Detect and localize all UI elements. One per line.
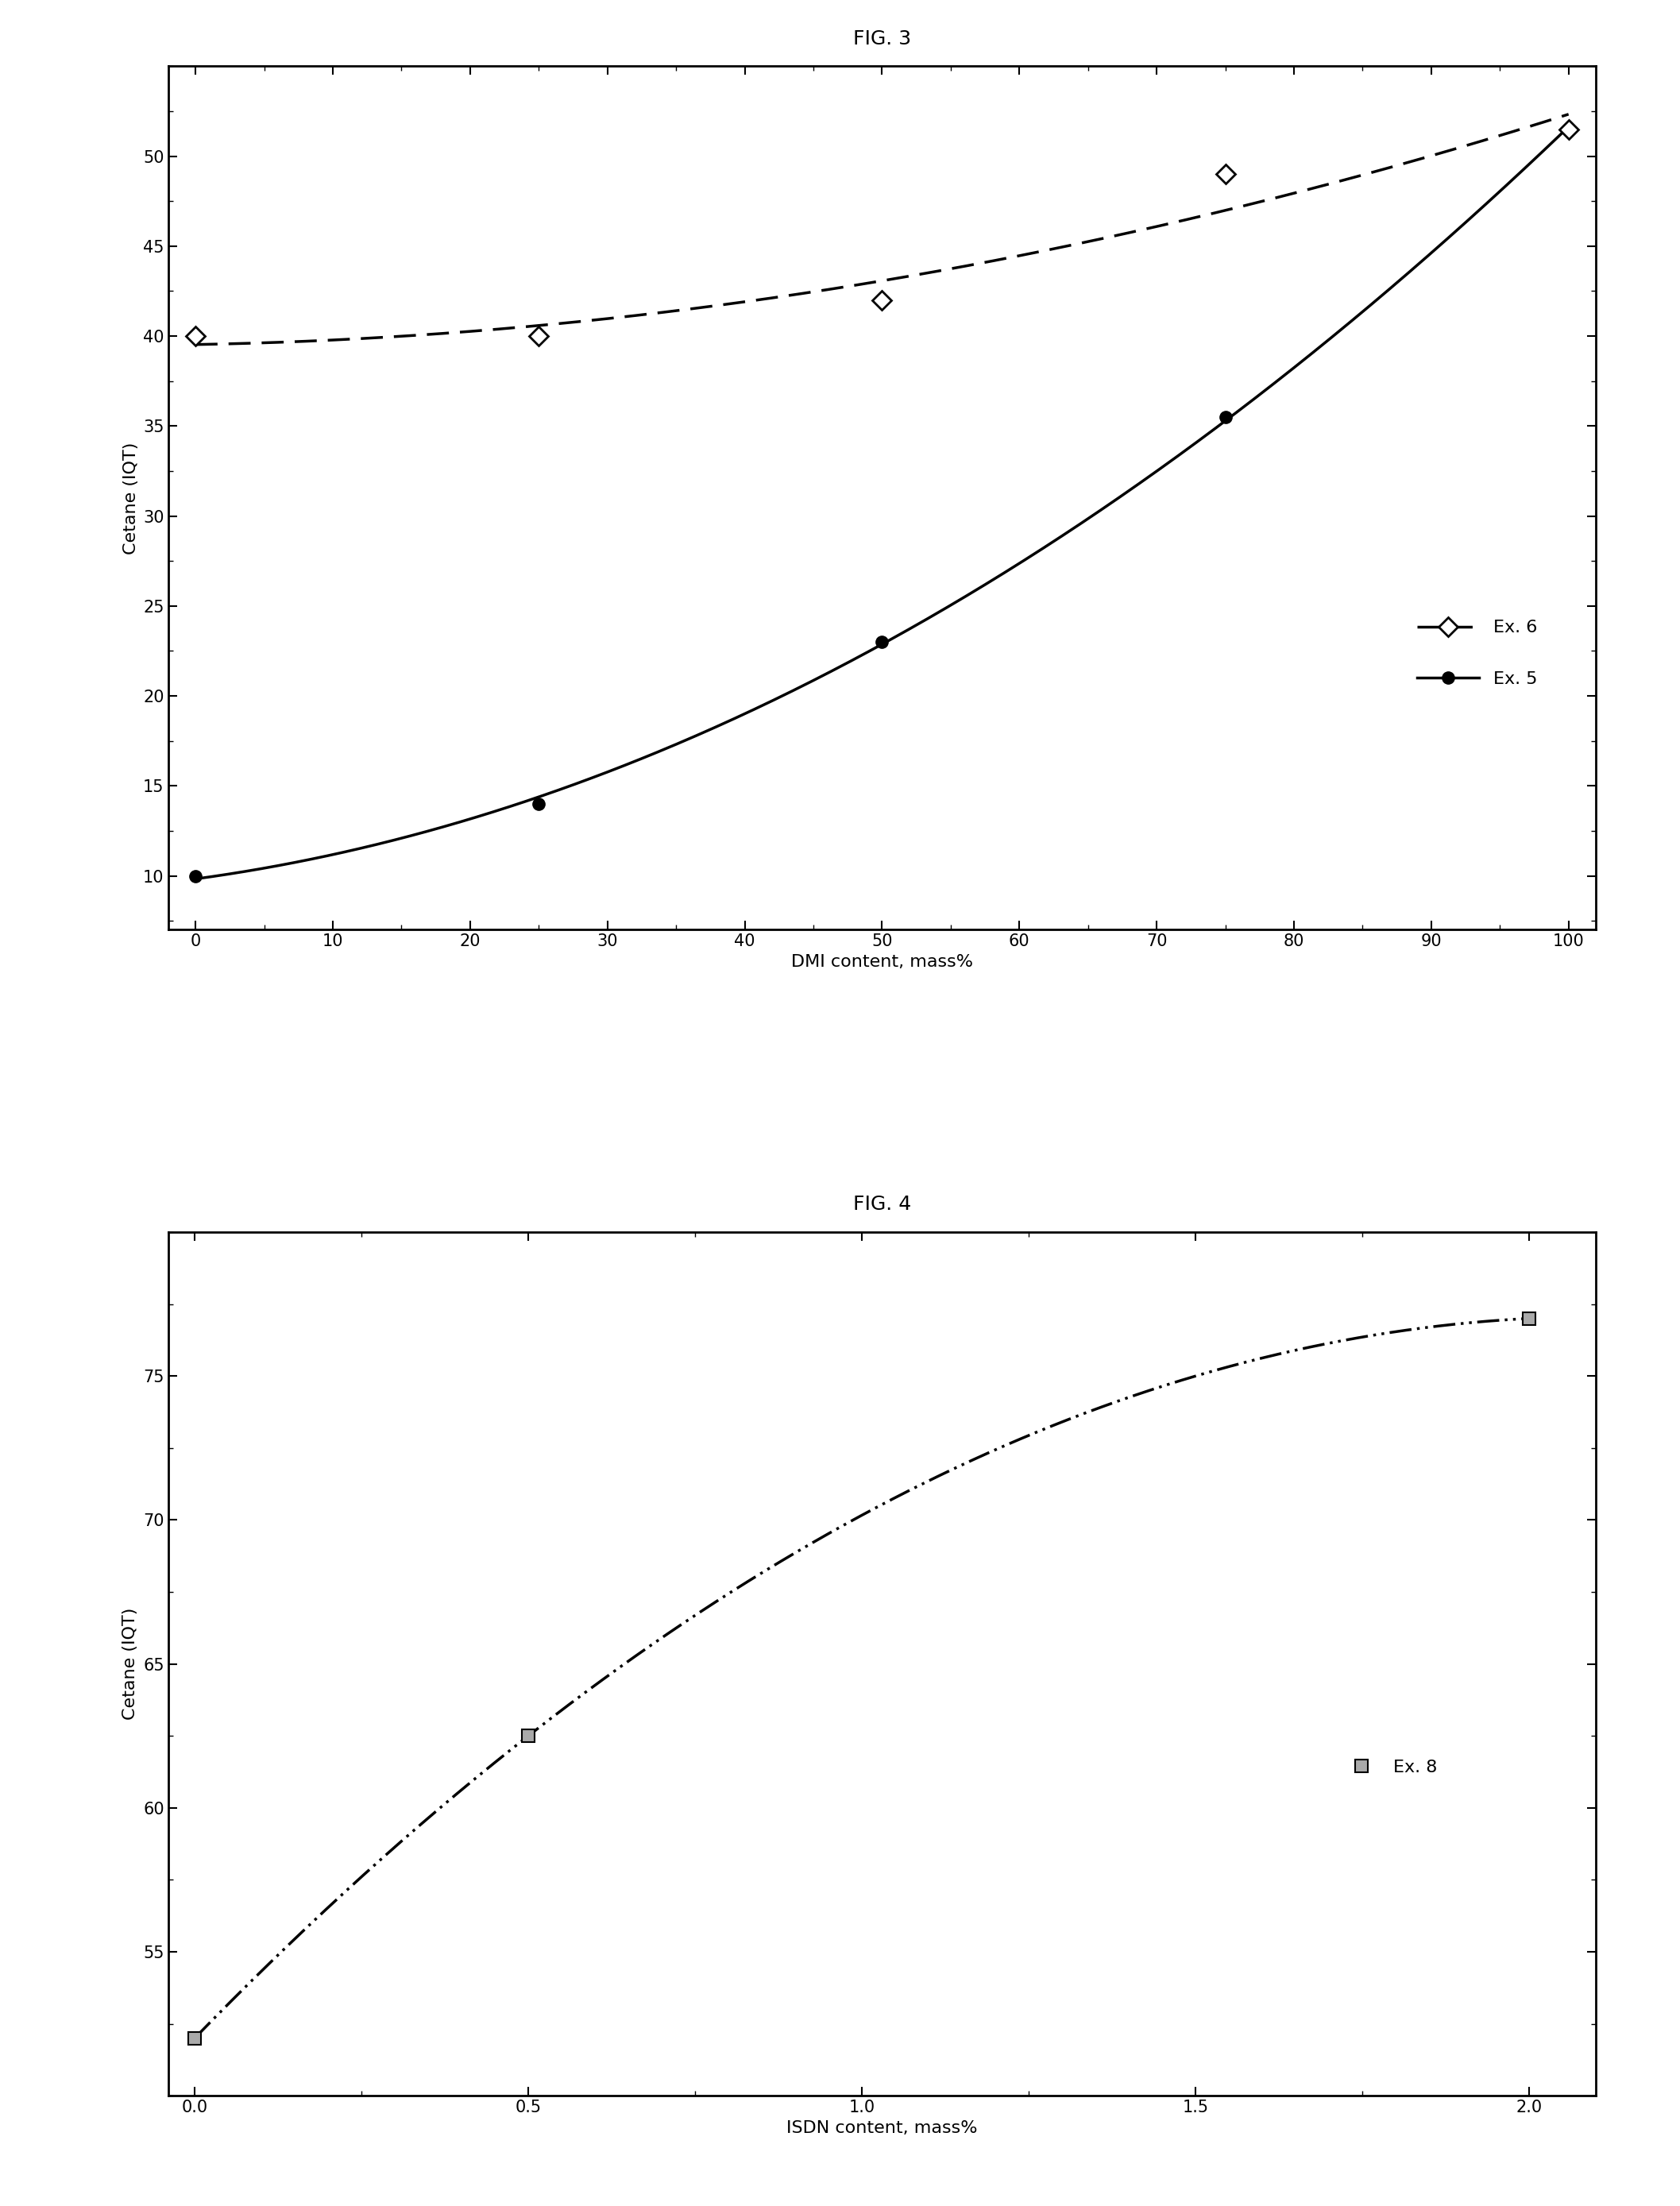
Legend: Ex. 8: Ex. 8 (1337, 1752, 1445, 1782)
Legend: Ex. 6, Ex. 5: Ex. 6, Ex. 5 (1410, 613, 1544, 695)
X-axis label: ISDN content, mass%: ISDN content, mass% (786, 2120, 978, 2135)
Title: FIG. 3: FIG. 3 (853, 29, 911, 49)
Title: FIG. 4: FIG. 4 (853, 1196, 911, 1213)
Y-axis label: Cetane (IQT): Cetane (IQT) (123, 1608, 138, 1721)
X-axis label: DMI content, mass%: DMI content, mass% (791, 953, 973, 971)
Y-axis label: Cetane (IQT): Cetane (IQT) (123, 441, 139, 554)
